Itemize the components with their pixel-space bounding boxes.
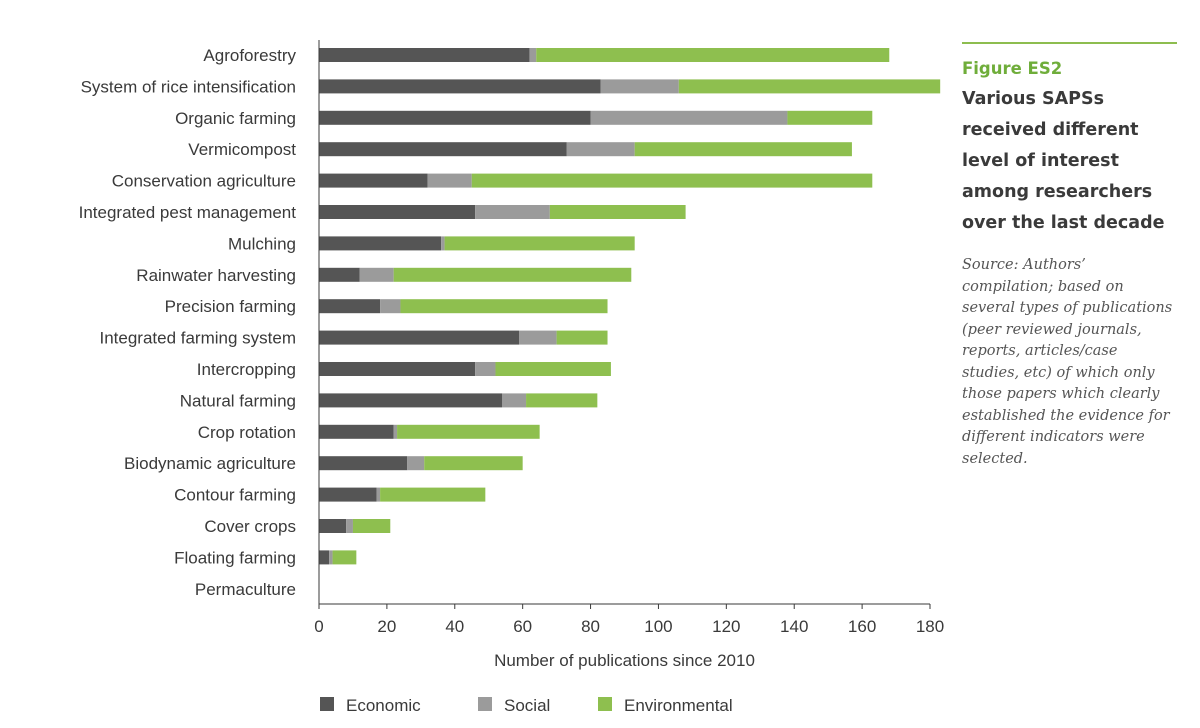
bar-environmental-conservation-agriculture [471,173,873,188]
bar-social-precision-farming [380,299,401,314]
figure-label: Figure ES2 [962,59,1063,78]
bar-economic-floating-farming [319,550,330,565]
category-label-organic-farming: Organic farming [175,109,296,128]
bar-economic-integrated-pest-management [319,205,476,219]
bar-environmental-contour-farming [380,487,486,502]
bar-economic-precision-farming [319,299,381,314]
category-label-floating-farming: Floating farming [174,548,296,567]
category-label-conservation-agriculture: Conservation agriculture [112,172,296,191]
x-tick-label-40: 40 [445,617,464,636]
bar-economic-crop-rotation [319,424,394,439]
bar-social-system-of-rice-intensification [600,79,679,94]
bar-environmental-organic-farming [787,110,873,125]
bar-environmental-vermicompost [634,142,852,157]
category-label-rainwater-harvesting: Rainwater harvesting [136,266,296,285]
bar-environmental-system-of-rice-intensification [678,79,941,94]
bar-social-agroforestry [529,48,537,62]
bar-economic-conservation-agriculture [319,173,428,188]
figure-source-note: Source: Authors’ compilation; based on s… [962,257,1173,467]
category-label-contour-farming: Contour farming [174,486,296,505]
x-tick-label-60: 60 [513,617,532,636]
bar-social-integrated-pest-management [475,205,550,219]
bar-social-biodynamic-agriculture [407,456,425,471]
bar-environmental-rainwater-harvesting [393,267,632,282]
category-label-agroforestry: Agroforestry [203,46,296,65]
bar-economic-natural-farming [319,393,503,408]
bar-environmental-biodynamic-agriculture [424,456,523,471]
category-label-biodynamic-agriculture: Biodynamic agriculture [124,454,296,473]
category-label-integrated-pest-management: Integrated pest management [79,203,297,222]
bar-environmental-integrated-farming-system [556,330,608,345]
caption-divider [962,42,1177,44]
category-label-integrated-farming-system: Integrated farming system [99,329,296,348]
bar-economic-agroforestry [319,48,530,62]
figure-caption-panel: Figure ES2 Various SAPSs received differ… [962,42,1177,470]
figure-title: Various SAPSs received different level o… [962,89,1165,233]
bar-economic-biodynamic-agriculture [319,456,408,471]
bar-economic-rainwater-harvesting [319,267,360,282]
x-tick-label-160: 160 [848,617,876,636]
bar-social-integrated-farming-system [519,330,557,345]
bar-environmental-mulching [444,236,635,251]
bar-environmental-crop-rotation [397,424,540,439]
legend-swatch-environmental [598,697,612,711]
bar-economic-organic-farming [319,110,591,125]
category-label-system-of-rice-intensification: System of rice intensification [81,77,296,96]
bar-social-crop-rotation [393,424,398,439]
x-tick-label-180: 180 [916,617,944,636]
x-tick-label-140: 140 [780,617,808,636]
bar-social-conservation-agriculture [427,173,472,188]
bar-social-mulching [441,236,445,251]
stacked-bar-chart: Agroforestry System of rice intensificati… [79,40,944,715]
category-label-mulching: Mulching [228,234,296,253]
category-label-vermicompost: Vermicompost [188,140,296,159]
bar-social-cover-crops [346,519,353,533]
bar-environmental-agroforestry [536,48,890,62]
bar-economic-vermicompost [319,142,567,157]
bar-economic-integrated-farming-system [319,330,520,345]
category-label-crop-rotation: Crop rotation [198,423,296,442]
bar-environmental-integrated-pest-management [549,205,686,219]
legend-label-economic: Economic [346,696,421,715]
bar-economic-system-of-rice-intensification [319,79,601,94]
x-tick-label-120: 120 [712,617,740,636]
bar-social-intercropping [475,362,496,376]
bar-social-organic-farming [590,110,788,125]
legend-swatch-social [478,697,492,711]
category-label-natural-farming: Natural farming [180,391,296,410]
legend-swatch-economic [320,697,334,711]
category-label-cover-crops: Cover crops [204,517,296,536]
bar-social-floating-farming [329,550,333,565]
bar-economic-cover-crops [319,519,347,533]
x-axis-title: Number of publications since 2010 [494,651,755,670]
bar-social-natural-farming [502,393,527,408]
x-tick-label-100: 100 [644,617,672,636]
x-tick-label-0: 0 [314,617,323,636]
category-label-permaculture: Permaculture [195,580,296,599]
bar-social-rainwater-harvesting [359,267,394,282]
x-tick-label-20: 20 [377,617,396,636]
bar-environmental-intercropping [495,362,611,376]
bar-social-vermicompost [566,142,635,157]
bar-environmental-natural-farming [526,393,598,408]
bar-environmental-cover-crops [352,519,391,533]
bar-economic-intercropping [319,362,476,376]
category-label-intercropping: Intercropping [197,360,296,379]
bar-environmental-precision-farming [400,299,608,314]
legend-label-environmental: Environmental [624,696,733,715]
legend-label-social: Social [504,696,550,715]
bar-social-contour-farming [376,487,381,502]
bar-environmental-floating-farming [332,550,357,565]
category-label-precision-farming: Precision farming [165,297,296,316]
bar-economic-mulching [319,236,442,251]
x-tick-label-80: 80 [581,617,600,636]
bar-economic-contour-farming [319,487,377,502]
